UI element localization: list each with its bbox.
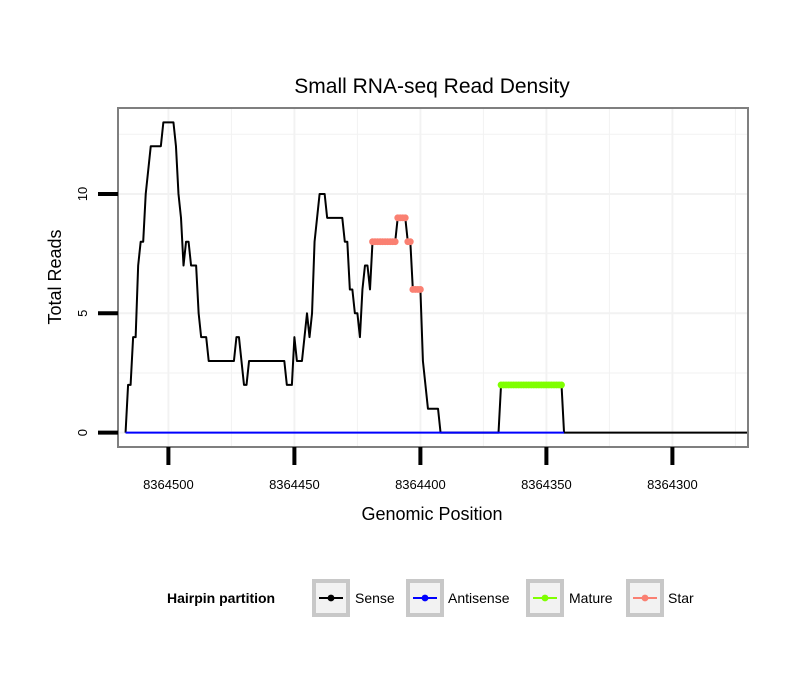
- series-layer: [124, 121, 748, 434]
- legend-label-mature: Mature: [569, 590, 613, 606]
- legend-key-marker: [421, 594, 429, 602]
- legend-label-sense: Sense: [355, 590, 395, 606]
- legend: Hairpin partition Sense Antisense Mature St…: [167, 579, 694, 617]
- y-axis-label: Total Reads: [45, 229, 65, 324]
- x-axis-label: Genomic Position: [361, 504, 502, 524]
- x-tick-label: 8364500: [143, 477, 194, 492]
- x-axis: 8364500 8364450 8364400 8364350 8364300: [143, 447, 698, 492]
- legend-label-antisense: Antisense: [448, 590, 510, 606]
- chart-title: Small RNA-seq Read Density: [294, 75, 570, 98]
- y-tick-label: 0: [75, 429, 90, 436]
- series-point-mature: [558, 381, 565, 389]
- legend-key-marker: [327, 594, 335, 602]
- legend-title: Hairpin partition: [167, 590, 275, 606]
- series-point-star: [401, 214, 409, 222]
- series-point-star: [391, 238, 399, 246]
- y-axis: 0 5 10: [75, 187, 118, 436]
- plot-background: [118, 108, 748, 447]
- y-tick-label: 10: [75, 187, 90, 201]
- series-point-star: [417, 286, 424, 293]
- x-tick-label: 8364450: [269, 477, 320, 492]
- y-tick-label: 5: [75, 310, 90, 317]
- x-tick-label: 8364350: [521, 477, 572, 492]
- plot-border: [117, 107, 749, 448]
- x-tick-label: 8364400: [395, 477, 446, 492]
- legend-label-star: Star: [668, 590, 694, 606]
- series-point-star: [406, 238, 414, 246]
- legend-key-marker: [641, 594, 649, 602]
- legend-key-marker: [541, 594, 549, 602]
- x-tick-label: 8364300: [647, 477, 698, 492]
